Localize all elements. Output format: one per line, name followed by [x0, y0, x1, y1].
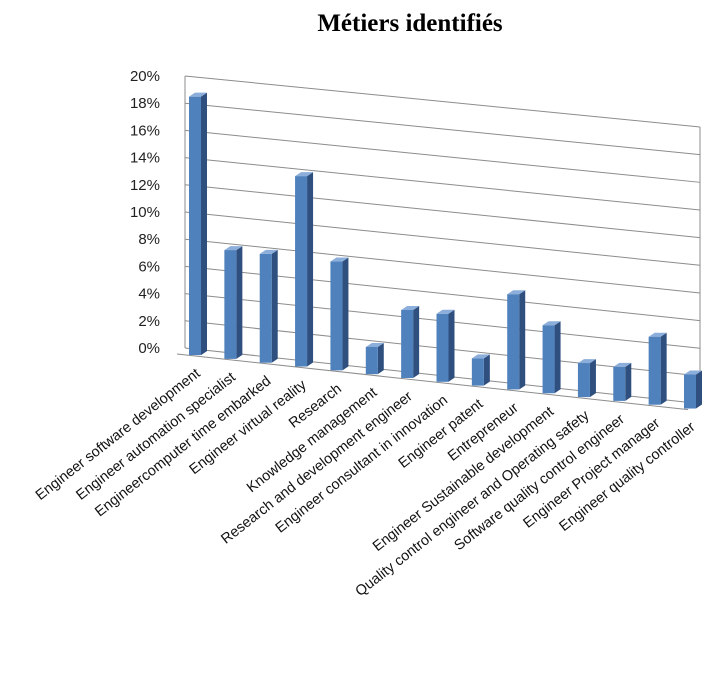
bar-top [613, 362, 632, 367]
bar-side [413, 305, 420, 378]
y-tick-label: 8% [138, 231, 160, 248]
bar-side [660, 332, 667, 405]
y-axis-ticks: 0% 2% 4% 6% 8% 10% 12% 14% 16% 18% 20% [130, 68, 160, 357]
bar [648, 332, 667, 405]
bar-top [365, 342, 384, 347]
bar [224, 246, 243, 359]
bar-side [554, 321, 561, 394]
bar-top [507, 290, 526, 295]
bar-top [542, 321, 561, 326]
y-tick-label: 10% [130, 204, 160, 221]
y-tick-label: 20% [130, 68, 160, 85]
bar-front [613, 366, 626, 401]
bar-side [483, 354, 490, 386]
y-tick-label: 6% [138, 258, 160, 275]
bar-front [224, 250, 237, 359]
grid-line [184, 157, 701, 211]
bar [436, 309, 455, 382]
bar [330, 257, 349, 371]
bar-top [224, 246, 243, 251]
bar-top [471, 354, 490, 359]
y-tick-label: 0% [138, 340, 160, 357]
bar-front [365, 346, 378, 375]
floor-line [176, 353, 689, 411]
bar-front [648, 336, 661, 405]
bar [613, 362, 632, 401]
y-tick-label: 16% [130, 122, 160, 139]
bar-top [330, 257, 349, 262]
grid-line [184, 129, 701, 183]
bar-side [201, 92, 207, 356]
bar-front [259, 253, 272, 363]
bar-side [448, 309, 455, 382]
bar [471, 354, 490, 386]
bar-side [271, 249, 278, 363]
bar-front [507, 294, 520, 390]
bar [259, 249, 278, 363]
bar-side [519, 290, 526, 390]
y-tick-label: 4% [138, 286, 160, 303]
bar-top [648, 332, 667, 337]
bar [295, 172, 314, 367]
bar-top [259, 249, 278, 254]
bar-side [625, 362, 632, 401]
bar-side [236, 246, 243, 359]
y-tick-label: 2% [138, 313, 160, 330]
bar-side [696, 370, 702, 409]
bar-front [401, 309, 414, 378]
bar [542, 321, 561, 394]
bar-front [577, 363, 590, 398]
bar-front [542, 325, 555, 394]
x-tick-label: Engineer automation specialist [73, 369, 238, 503]
chart-bars [189, 92, 702, 409]
bar-side [307, 172, 314, 367]
bar-front [684, 374, 696, 409]
bar-front [471, 358, 484, 386]
chart-title: Métiers identifiés [317, 10, 503, 37]
x-tick-label: Engineer software development [33, 366, 204, 504]
bar-side [377, 342, 384, 375]
x-tick-label: Engineercomputer time embarked [92, 373, 274, 520]
bar-front [189, 96, 201, 356]
bar-top [401, 305, 420, 310]
bar-side [342, 257, 349, 371]
grid-line [184, 102, 701, 156]
bar-top [577, 359, 596, 364]
bar-side [589, 359, 596, 398]
bar-front [330, 261, 343, 371]
bar [189, 92, 207, 356]
bar-top [295, 172, 314, 177]
grid-line [184, 211, 701, 266]
bar-top [436, 309, 455, 314]
grid-line [184, 184, 701, 239]
bar [507, 290, 526, 390]
bar-top [189, 92, 207, 97]
y-tick-label: 14% [130, 150, 160, 167]
bar [365, 342, 384, 375]
bar [401, 305, 420, 378]
y-tick-label: 18% [130, 95, 160, 112]
bar-front [436, 313, 449, 382]
bar [684, 370, 702, 409]
bar-top [684, 370, 702, 375]
bar [577, 359, 596, 398]
y-tick-label: 12% [130, 177, 160, 194]
bar-front [295, 176, 308, 367]
grid-line [184, 75, 701, 128]
grid-line [184, 238, 701, 294]
